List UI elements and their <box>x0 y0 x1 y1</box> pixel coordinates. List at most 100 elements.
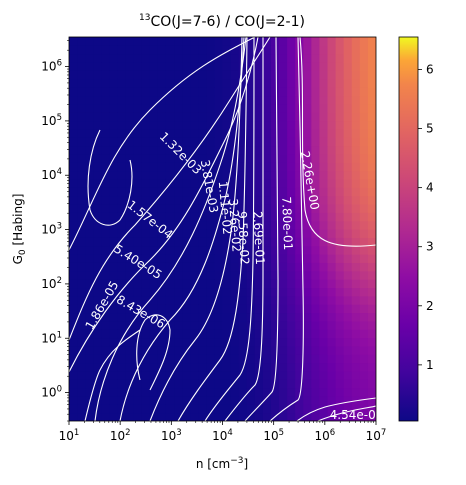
heatmap-cell <box>157 362 167 372</box>
heatmap-cell <box>246 170 256 180</box>
heatmap-cell <box>85 370 94 380</box>
heatmap-cell <box>93 87 102 97</box>
heatmap-cell <box>198 262 207 272</box>
heatmap-cell <box>165 254 175 263</box>
heatmap-cell <box>335 320 345 330</box>
heatmap-cell <box>77 62 86 71</box>
heatmap-cell <box>230 262 240 272</box>
heatmap-cell <box>182 320 191 330</box>
heatmap-cell <box>182 245 191 255</box>
heatmap-cell <box>270 337 280 347</box>
heatmap-cell <box>287 312 296 322</box>
heatmap-cell <box>214 203 224 213</box>
x-axis-label-suffix: ] <box>243 457 248 471</box>
heatmap-cell <box>206 337 216 347</box>
heatmap-cell <box>359 370 369 380</box>
heatmap-cell <box>69 304 78 314</box>
x-tick-label: 102 <box>110 428 131 443</box>
heatmap-cell <box>262 53 272 63</box>
heatmap-cell <box>335 245 345 255</box>
heatmap-cell <box>238 270 248 280</box>
heatmap-cell <box>174 70 183 80</box>
heatmap-cell <box>214 412 224 421</box>
heatmap-cell <box>125 379 135 389</box>
heatmap-cell <box>230 145 240 155</box>
heatmap-cell <box>157 279 167 289</box>
heatmap-cell <box>182 312 191 322</box>
heatmap-cell <box>303 195 312 205</box>
heatmap-cell <box>85 195 94 205</box>
heatmap-cell <box>165 229 175 238</box>
heatmap-cell <box>319 245 329 255</box>
heatmap-cell <box>367 45 376 55</box>
heatmap-cell <box>262 212 272 222</box>
heatmap-cell <box>287 262 296 272</box>
heatmap-cell <box>279 187 288 197</box>
heatmap-cell <box>311 53 321 63</box>
heatmap-cell <box>287 254 296 263</box>
heatmap-cell <box>174 203 183 213</box>
heatmap-cell <box>287 404 296 414</box>
heatmap-cell <box>141 229 151 238</box>
heatmap-cells <box>69 37 376 421</box>
heatmap-cell <box>303 203 312 213</box>
heatmap-cell <box>141 112 151 122</box>
heatmap-cell <box>174 262 183 272</box>
heatmap-cell <box>190 329 199 339</box>
heatmap-cell <box>198 70 207 80</box>
heatmap-cell <box>77 137 86 147</box>
heatmap-cell <box>125 312 135 322</box>
heatmap-cell <box>85 379 94 389</box>
heatmap-cell <box>246 120 256 130</box>
heatmap-cell <box>319 404 329 414</box>
heatmap-cell <box>303 170 312 180</box>
heatmap-cell <box>117 87 127 97</box>
heatmap-cell <box>319 212 329 222</box>
heatmap-cell <box>303 254 312 263</box>
heatmap-cell <box>230 354 240 364</box>
heatmap-cell <box>287 103 296 113</box>
heatmap-cell <box>343 262 353 272</box>
heatmap-cell <box>190 145 199 155</box>
heatmap-cell <box>109 387 119 397</box>
heatmap-cell <box>214 229 224 238</box>
heatmap-cell <box>214 70 224 80</box>
heatmap-cell <box>198 270 207 280</box>
heatmap-cell <box>85 337 94 347</box>
heatmap-cell <box>174 362 183 372</box>
x-tick-label: 104 <box>212 428 233 443</box>
heatmap-cell <box>246 70 256 80</box>
heatmap-cell <box>77 103 86 113</box>
heatmap-cell <box>77 120 86 130</box>
heatmap-cell <box>295 145 304 155</box>
heatmap-cell <box>117 45 127 55</box>
heatmap-cell <box>367 153 376 163</box>
heatmap-cell <box>254 229 264 238</box>
heatmap-cell <box>311 262 321 272</box>
heatmap-cell <box>327 187 337 197</box>
heatmap-cell <box>214 195 224 205</box>
heatmap-cell <box>133 379 143 389</box>
heatmap-cell <box>157 145 167 155</box>
heatmap-cell <box>359 245 369 255</box>
heatmap-cell <box>206 229 216 238</box>
heatmap-cell <box>125 178 135 188</box>
heatmap-cell <box>77 53 86 63</box>
heatmap-cell <box>254 195 264 205</box>
heatmap-cell <box>117 229 127 238</box>
heatmap-cell <box>206 220 216 230</box>
heatmap-cell <box>174 103 183 113</box>
heatmap-cell <box>351 62 361 71</box>
heatmap-cell <box>254 245 264 255</box>
heatmap-cell <box>190 78 199 88</box>
heatmap-cell <box>69 187 78 197</box>
heatmap-cell <box>206 279 216 289</box>
heatmap-cell <box>287 362 296 372</box>
heatmap-cell <box>125 120 135 130</box>
heatmap-cell <box>367 237 376 247</box>
heatmap-cell <box>246 345 256 355</box>
heatmap-cell <box>279 70 288 80</box>
heatmap-cell <box>311 245 321 255</box>
heatmap-cell <box>141 153 151 163</box>
heatmap-cell <box>206 370 216 380</box>
